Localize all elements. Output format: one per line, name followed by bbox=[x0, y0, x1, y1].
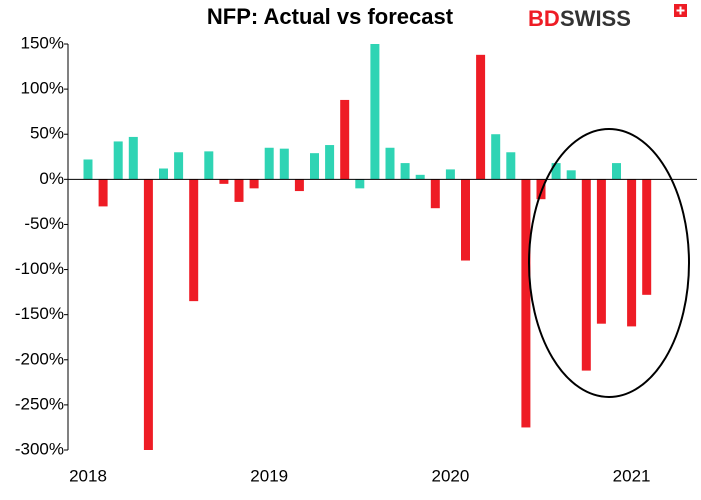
x-tick-label: 2019 bbox=[250, 466, 288, 485]
bar bbox=[189, 179, 199, 302]
bar bbox=[627, 179, 637, 327]
bar bbox=[204, 151, 214, 180]
bar bbox=[143, 179, 153, 451]
x-tick-label: 2020 bbox=[431, 466, 469, 485]
bar bbox=[234, 179, 244, 202]
logo-swiss: SWISS bbox=[560, 6, 631, 31]
y-tick-label: -200% bbox=[15, 349, 64, 368]
bar bbox=[219, 179, 229, 184]
bar bbox=[400, 163, 410, 180]
chart-title: NFP: Actual vs forecast bbox=[207, 4, 454, 29]
y-tick-label: 150% bbox=[21, 33, 64, 52]
bar bbox=[128, 136, 138, 180]
bar bbox=[159, 168, 168, 180]
bar bbox=[325, 145, 335, 180]
bar bbox=[596, 179, 606, 324]
logo-bd: BD bbox=[528, 6, 560, 31]
y-tick-label: -100% bbox=[15, 259, 64, 278]
bar bbox=[385, 147, 395, 180]
y-tick-label: 50% bbox=[30, 124, 64, 143]
highlight-ellipse bbox=[528, 128, 690, 398]
logo-cross bbox=[676, 6, 685, 15]
bar bbox=[310, 153, 319, 180]
bar bbox=[491, 134, 501, 180]
bar bbox=[461, 179, 470, 261]
bar bbox=[174, 152, 184, 180]
x-tick-label: 2018 bbox=[69, 466, 107, 485]
y-tick-label: -250% bbox=[15, 394, 64, 413]
bar bbox=[249, 179, 259, 189]
bar bbox=[279, 148, 289, 180]
bar bbox=[355, 179, 365, 189]
bar bbox=[98, 179, 108, 207]
bar bbox=[581, 179, 591, 371]
x-tick-label: 2021 bbox=[613, 466, 651, 485]
y-tick-label: -50% bbox=[24, 214, 64, 233]
bar bbox=[340, 99, 350, 180]
y-tick-label: 100% bbox=[21, 79, 64, 98]
bar bbox=[536, 179, 546, 200]
y-tick-label: -300% bbox=[15, 439, 64, 458]
bar bbox=[264, 147, 274, 180]
bar bbox=[551, 163, 561, 180]
bar bbox=[521, 179, 531, 428]
bar bbox=[83, 159, 93, 180]
bar bbox=[445, 169, 455, 180]
y-tick-label: -150% bbox=[15, 304, 64, 323]
bar bbox=[642, 179, 652, 295]
bar bbox=[476, 54, 486, 180]
bar bbox=[113, 141, 123, 180]
bar bbox=[370, 44, 380, 180]
bar bbox=[430, 179, 440, 209]
bar bbox=[415, 174, 425, 180]
bar bbox=[506, 152, 516, 180]
logo: BD SWISS bbox=[528, 4, 687, 31]
bar bbox=[612, 163, 621, 180]
bar bbox=[566, 170, 576, 180]
bar bbox=[294, 179, 304, 192]
y-tick-label: 0% bbox=[39, 169, 64, 188]
